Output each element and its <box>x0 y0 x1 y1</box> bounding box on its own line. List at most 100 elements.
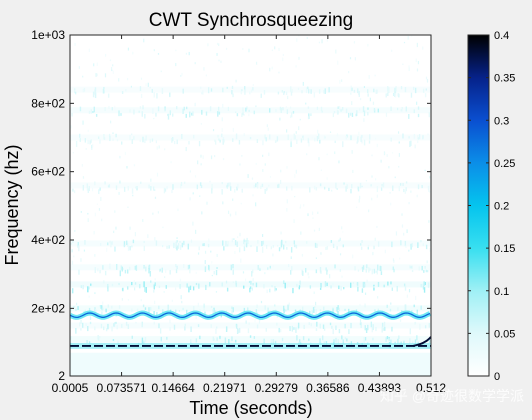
speckle <box>224 337 227 344</box>
speckle <box>109 240 111 244</box>
speckle <box>190 326 192 333</box>
speckle <box>153 92 155 98</box>
speckle <box>283 91 285 96</box>
speckle <box>376 89 378 94</box>
speckle <box>88 186 90 192</box>
speckle <box>241 155 243 157</box>
speckle <box>241 188 243 193</box>
speckle <box>222 240 224 246</box>
speckle <box>423 270 425 273</box>
speckle <box>326 177 328 180</box>
speckle <box>132 51 134 55</box>
speckle <box>75 140 78 147</box>
speckle <box>373 88 375 93</box>
speckle <box>108 105 110 109</box>
speckle <box>262 140 264 146</box>
speckle <box>208 238 210 243</box>
speckle <box>364 284 367 287</box>
speckle <box>411 340 414 344</box>
speckle <box>237 329 239 334</box>
speckle <box>244 89 246 95</box>
speckle <box>359 98 362 101</box>
speckle <box>429 176 431 179</box>
speckle <box>160 70 162 73</box>
speckle <box>398 153 400 157</box>
speckle <box>325 246 327 250</box>
speckle <box>329 322 332 326</box>
speckle <box>127 47 130 51</box>
speckle <box>351 112 354 117</box>
speckle <box>392 258 395 262</box>
speckle <box>305 267 307 273</box>
speckle <box>350 85 352 92</box>
speckle <box>143 38 145 43</box>
speckle <box>177 243 180 249</box>
speckle <box>315 308 317 315</box>
speckle <box>362 106 365 112</box>
speckle <box>302 135 304 138</box>
speckle <box>80 210 82 213</box>
colorbar-axis: 0 0.05 0.1 0.15 0.2 0.25 0.3 0.35 0.4 <box>468 30 515 383</box>
speckle <box>340 109 342 112</box>
speckle <box>424 169 426 172</box>
speckle <box>156 146 158 150</box>
speckle <box>141 111 143 117</box>
ridge-edge <box>412 336 431 347</box>
speckle <box>87 218 89 223</box>
speckle <box>106 247 108 252</box>
speckle <box>401 224 404 228</box>
speckle <box>303 204 305 207</box>
speckle <box>316 321 318 327</box>
speckle <box>375 270 377 273</box>
speckle <box>98 335 101 339</box>
speckle <box>268 184 270 187</box>
speckle <box>204 311 206 317</box>
speckle <box>287 134 289 140</box>
speckle <box>104 181 106 185</box>
speckle <box>75 91 77 95</box>
speckle <box>110 242 112 248</box>
speckle <box>330 240 333 243</box>
speckle <box>333 111 336 114</box>
speckle <box>177 208 179 212</box>
speckle <box>210 155 213 160</box>
speckle <box>148 265 150 269</box>
speckle <box>244 86 246 90</box>
speckle <box>232 138 234 142</box>
speckle <box>351 87 353 91</box>
speckle <box>308 276 310 279</box>
speckle <box>231 306 233 310</box>
speckle <box>180 184 182 189</box>
speckle <box>212 129 215 132</box>
speckle <box>350 282 352 288</box>
speckle <box>180 75 182 77</box>
speckle <box>152 108 154 114</box>
speckle <box>115 185 118 190</box>
speckle <box>350 188 352 194</box>
speckle <box>419 323 421 330</box>
speckle <box>369 134 371 140</box>
speckle <box>339 79 341 84</box>
speckle <box>154 189 156 191</box>
speckle <box>150 178 152 182</box>
speckle <box>377 264 379 271</box>
speckle <box>153 49 155 52</box>
speckle <box>158 145 160 149</box>
speckle <box>376 225 378 228</box>
speckle <box>314 137 316 142</box>
speckle <box>71 249 73 253</box>
speckle <box>410 92 413 98</box>
speckle <box>142 105 144 110</box>
speckle <box>346 184 348 189</box>
speckle <box>282 244 285 250</box>
speckle <box>245 243 248 248</box>
speckle <box>200 154 202 158</box>
speckle <box>397 93 399 97</box>
speckle <box>219 335 221 339</box>
speckle <box>102 265 104 270</box>
speckle <box>235 282 238 287</box>
speckle <box>270 338 273 345</box>
speckle <box>183 106 185 111</box>
speckle <box>228 338 230 345</box>
speckle <box>255 282 258 288</box>
